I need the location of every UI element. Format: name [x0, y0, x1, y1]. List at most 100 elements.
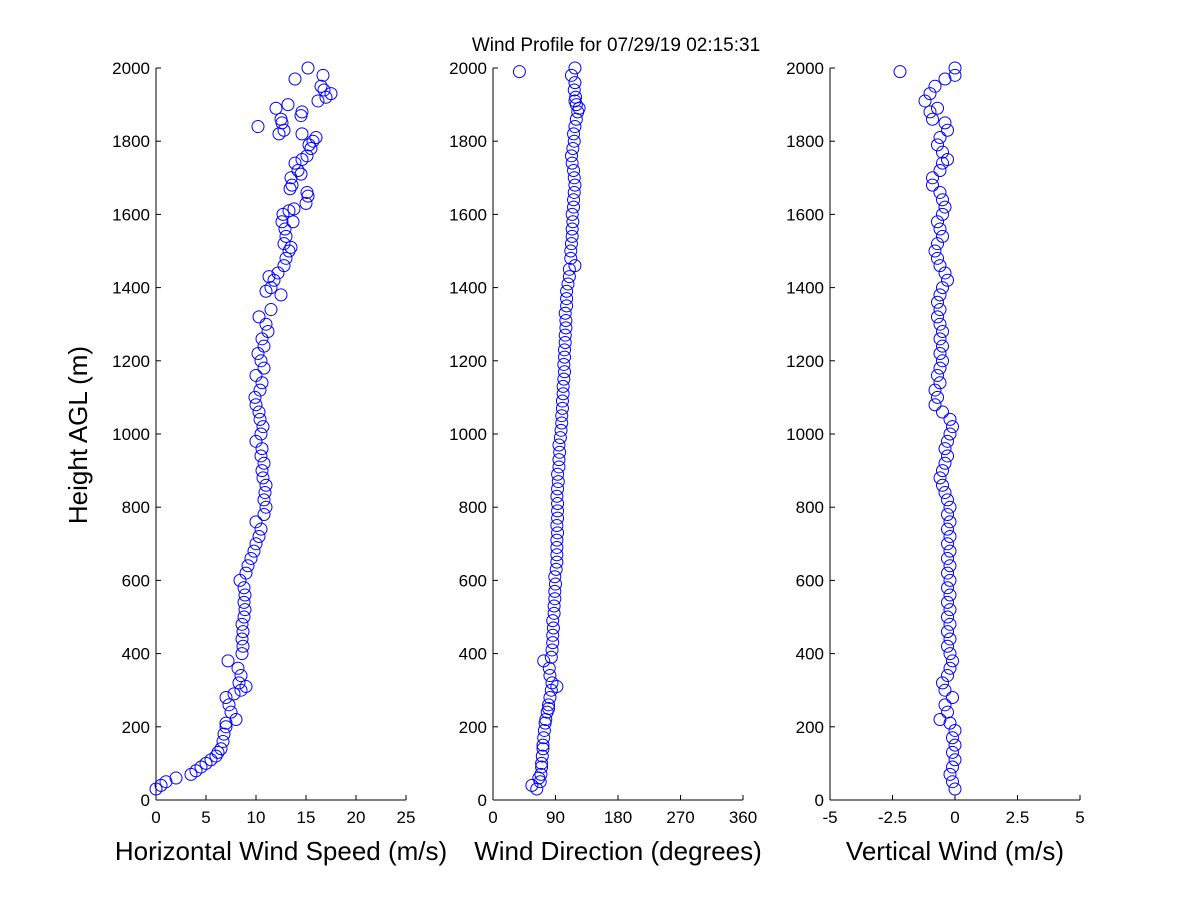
data-point [928, 383, 942, 397]
data-point [555, 394, 569, 408]
data-point [283, 182, 297, 196]
data-point [926, 178, 939, 192]
data-point [550, 489, 564, 503]
data-point [287, 202, 301, 216]
data-point [936, 405, 949, 419]
data-point [938, 456, 952, 470]
y-tick-label: 1600 [786, 205, 824, 224]
y-tick-label: 2000 [449, 59, 487, 78]
data-point [946, 691, 959, 705]
data-point [295, 105, 309, 119]
data-point [564, 237, 578, 251]
y-tick-label: 400 [122, 645, 150, 664]
data-point [536, 742, 550, 756]
data-point [933, 303, 947, 317]
data-point [926, 171, 939, 185]
data-point [237, 610, 251, 624]
data-point [241, 559, 255, 573]
data-point [269, 101, 283, 115]
data-point [249, 537, 263, 551]
data-point [256, 420, 270, 434]
data-point [302, 138, 316, 152]
data-point [560, 292, 574, 306]
data-point [249, 368, 263, 382]
data-point [933, 471, 947, 485]
data-point [569, 90, 583, 104]
y-tick-label: 0 [815, 791, 824, 810]
data-point [936, 478, 949, 492]
y-tick-label: 1800 [786, 132, 824, 151]
data-point [537, 723, 551, 737]
data-point [943, 661, 957, 675]
data-point [931, 237, 944, 251]
x-tick-label: 5 [1075, 808, 1084, 827]
data-point [548, 570, 562, 584]
data-point [258, 486, 272, 500]
data-point [274, 112, 288, 126]
x-axis-label: Vertical Wind (m/s) [846, 836, 1064, 866]
data-point [936, 339, 949, 353]
data-point [236, 625, 250, 639]
data-point [546, 614, 560, 628]
x-tick-label: -5 [822, 808, 837, 827]
data-point [561, 277, 575, 291]
y-tick-label: 1400 [112, 279, 150, 298]
data-point [277, 259, 291, 273]
x-axis-label: Wind Direction (degrees) [474, 836, 762, 866]
data-point [262, 270, 276, 284]
x-tick-label: 5 [201, 808, 210, 827]
data-point [931, 368, 944, 382]
data-point [564, 149, 578, 163]
y-tick-label: 800 [796, 498, 824, 517]
data-point [274, 288, 288, 302]
data-point [219, 720, 233, 734]
x-tick-label: 25 [397, 808, 416, 827]
data-point [893, 65, 907, 79]
y-tick-label: 400 [796, 645, 824, 664]
data-point [534, 767, 548, 781]
data-point [938, 486, 952, 500]
data-point [543, 691, 557, 705]
data-point [941, 610, 954, 624]
data-point [211, 745, 225, 759]
data-point [557, 372, 571, 386]
data-point [938, 698, 952, 712]
data-point [248, 390, 262, 404]
data-point [941, 153, 954, 166]
y-tick-label: 600 [796, 571, 824, 590]
data-point [565, 207, 579, 221]
data-point [933, 288, 947, 302]
data-point [943, 529, 957, 543]
data-point [277, 237, 291, 251]
data-point [548, 584, 562, 598]
data-point [936, 207, 949, 221]
data-point [256, 471, 270, 485]
data-point [566, 215, 580, 229]
data-point [221, 654, 235, 668]
y-tick-label: 1200 [449, 352, 487, 371]
data-point [936, 325, 949, 339]
data-point [936, 281, 949, 295]
data-point [547, 599, 561, 613]
data-point [236, 639, 250, 653]
data-point [257, 339, 271, 353]
data-point [926, 112, 939, 126]
data-point [546, 628, 560, 642]
data-point [255, 442, 269, 456]
data-point [252, 405, 266, 419]
data-point [530, 782, 544, 796]
data-point [224, 705, 238, 719]
data-point [550, 555, 564, 569]
data-point [309, 131, 323, 145]
y-tick-label: 1200 [786, 352, 824, 371]
y-tick-label: 1600 [112, 205, 150, 224]
data-point [551, 482, 565, 496]
data-point [938, 683, 952, 697]
y-tick-label: 0 [478, 791, 487, 810]
x-tick-label: 270 [666, 808, 694, 827]
data-point [550, 533, 564, 547]
data-point [938, 116, 952, 130]
data-point [948, 61, 962, 75]
data-point [316, 68, 330, 82]
data-point [943, 500, 957, 514]
